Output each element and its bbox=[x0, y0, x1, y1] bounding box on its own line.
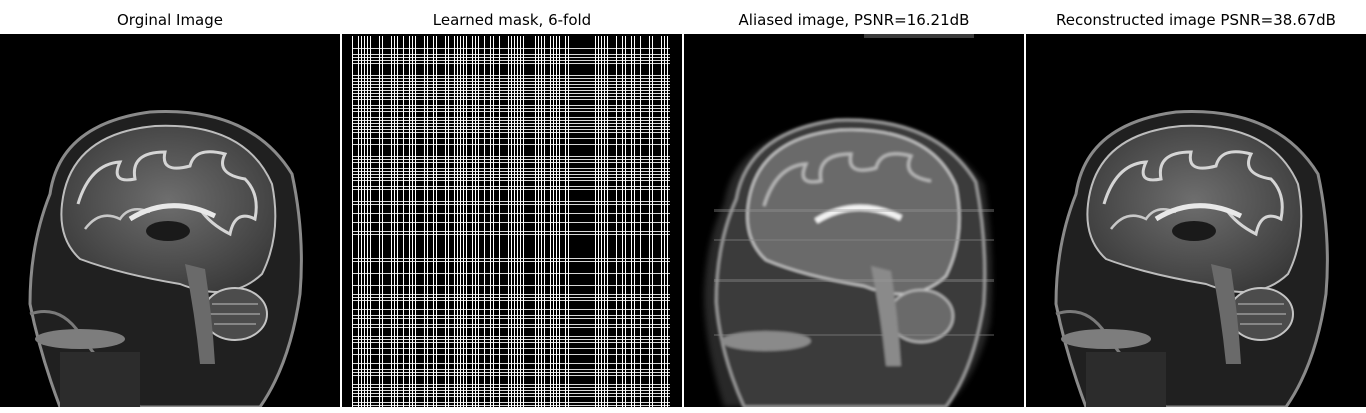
panel-reconstructed: Reconstructed image PSNR=38.67dB bbox=[1026, 0, 1366, 413]
mask-columns bbox=[352, 36, 668, 407]
panel-title-aliased: Aliased image, PSNR=16.21dB bbox=[738, 11, 970, 29]
sampling-mask-svg bbox=[342, 34, 682, 407]
panel-mask: Learned mask, 6-fold bbox=[342, 0, 682, 413]
aliased-mri-image bbox=[684, 34, 1024, 407]
sampling-mask-image bbox=[342, 34, 682, 407]
panel-aliased: Aliased image, PSNR=16.21dB bbox=[684, 0, 1024, 413]
aliased-mri-svg bbox=[684, 34, 1024, 407]
original-mri-image bbox=[0, 34, 340, 407]
reconstructed-mri-svg bbox=[1026, 34, 1366, 407]
panel-title-reconstructed: Reconstructed image PSNR=38.67dB bbox=[1056, 11, 1336, 29]
panel-original: Orginal Image bbox=[0, 0, 340, 413]
mask-rows bbox=[352, 48, 670, 406]
panel-title-mask: Learned mask, 6-fold bbox=[432, 11, 592, 29]
original-mri-svg bbox=[0, 34, 340, 407]
reconstructed-mri-image bbox=[1026, 34, 1366, 407]
panel-title-original: Orginal Image bbox=[116, 11, 223, 29]
